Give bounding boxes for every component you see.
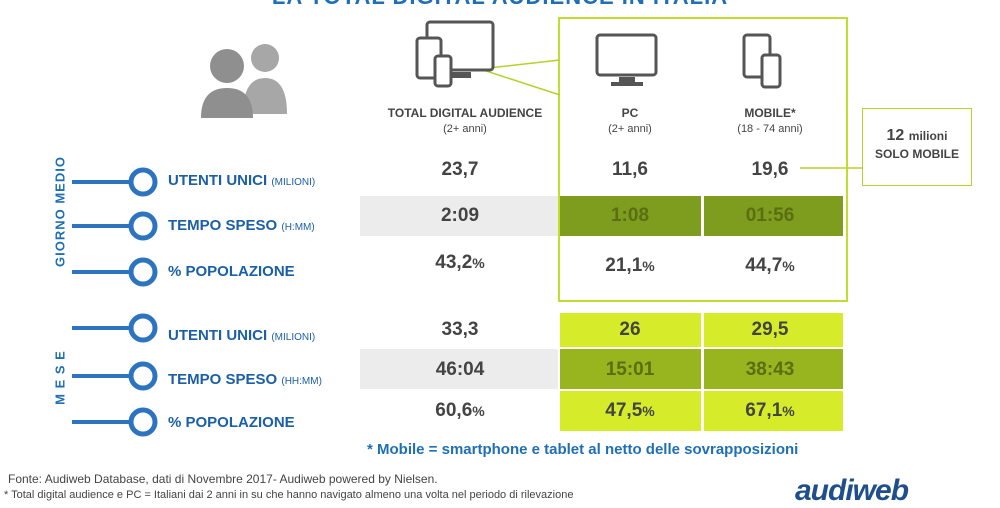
audiweb-logo: audiweb: [795, 474, 909, 507]
solo-mobile-callout: 12 milioni SOLO MOBILE: [862, 108, 972, 186]
value-cell: 29,5: [751, 319, 789, 340]
definition-text: * Total digital audience e PC = Italiani…: [4, 489, 574, 501]
value-cell: 47,5%: [605, 400, 655, 421]
monitor-icon: [595, 33, 658, 86]
row-label-tempo-daily: TEMPO SPESO (H:MM): [168, 217, 315, 234]
value-cell: 11,6: [612, 159, 648, 180]
value-cell: 23,7: [441, 159, 479, 180]
row-label-pop-monthly: % POPOLAZIONE: [168, 414, 295, 431]
header-total-digital: TOTAL DIGITAL AUDIENCE (2+ anni): [387, 106, 543, 135]
value-cell: 67,1%: [745, 400, 795, 421]
value-cell: 01:56: [745, 205, 795, 226]
row-connectors: [72, 167, 158, 437]
section-mese: M E S E: [52, 350, 68, 405]
value-cell: 21,1%: [605, 255, 655, 276]
value-cell: 60,6%: [435, 400, 485, 421]
header-pc: PC (2+ anni): [608, 106, 652, 135]
multi-device-icon: [415, 20, 495, 88]
value-cell: 1:08: [610, 205, 650, 226]
row-band-tempo-monthly: [360, 349, 558, 389]
value-cell: 19,6: [751, 159, 789, 180]
value-cell: 43,2%: [435, 252, 485, 273]
section-giorno-medio: GIORNO MEDIO: [52, 156, 68, 267]
row-label-utenti-daily: UTENTI UNICI (MILIONI): [168, 172, 316, 189]
source-text: Fonte: Audiweb Database, dati di Novembr…: [8, 472, 438, 486]
value-cell: 38:43: [745, 359, 795, 380]
row-label-tempo-monthly: TEMPO SPESO (HH:MM): [168, 371, 322, 388]
callout-pointer: [800, 167, 862, 169]
value-cell: 33,3: [441, 319, 479, 340]
page-title: LA TOTAL DIGITAL AUDIENCE IN ITALIA: [0, 0, 1000, 10]
value-cell: 15:01: [605, 359, 655, 380]
pc-mobile-panel: [558, 17, 848, 302]
mobile-footnote: * Mobile = smartphone e tablet al netto …: [367, 441, 799, 458]
row-label-utenti-monthly: UTENTI UNICI (MILIONI): [168, 327, 316, 344]
value-cell: 2:09: [440, 205, 480, 226]
mobile-devices-icon: [742, 33, 782, 89]
row-label-pop-daily: % POPOLAZIONE: [168, 263, 295, 280]
people-icon: [201, 44, 287, 118]
row-band-tempo-daily: [360, 196, 558, 236]
divider: [701, 196, 704, 236]
divider: [701, 313, 704, 431]
value-cell: 26: [619, 319, 641, 340]
value-cell: 46:04: [435, 359, 485, 380]
value-cell: 44,7%: [745, 255, 795, 276]
header-mobile: MOBILE* (18 - 74 anni): [737, 106, 803, 135]
